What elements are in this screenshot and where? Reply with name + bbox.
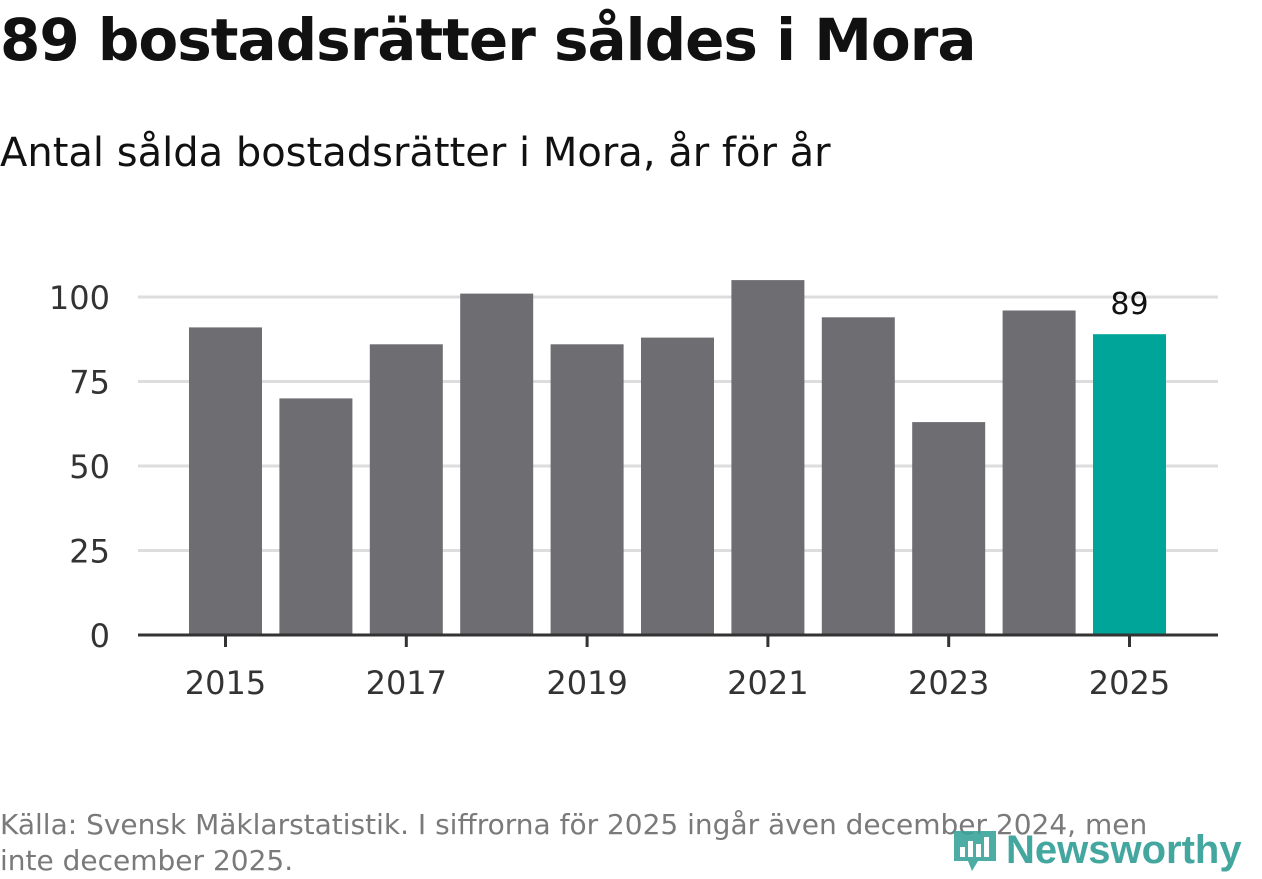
newsworthy-logo-icon [954, 831, 996, 871]
bar-2023 [912, 422, 986, 635]
x-tick-label-2015: 2015 [185, 664, 266, 702]
bar-2020 [641, 337, 714, 635]
x-tick-label-2017: 2017 [366, 664, 447, 702]
bar-2024 [1002, 310, 1076, 635]
bars [189, 280, 1166, 635]
y-tick-label-25: 25 [69, 533, 110, 571]
bar-2022 [821, 317, 895, 635]
y-tick-label-0: 0 [90, 617, 110, 655]
y-tick-label-50: 50 [69, 448, 110, 486]
newsworthy-logo-text: Newsworthy [1006, 827, 1242, 872]
x-tick-label-2021: 2021 [727, 664, 808, 702]
data-labels: 89 [1110, 287, 1148, 322]
bar-2025 [1093, 334, 1166, 635]
y-tick-label-100: 100 [49, 279, 110, 317]
chart-subtitle: Antal sålda bostadsrätter i Mora, år för… [0, 130, 831, 176]
bar-2018 [460, 293, 534, 635]
x-axis-ticks: 2015 2017 2019 2021 2023 2025 [185, 635, 1170, 702]
bar-2017 [369, 344, 443, 635]
newsworthy-logo: Newsworthy [950, 822, 1242, 878]
bar-2019 [550, 344, 624, 635]
x-tick-label-2023: 2023 [908, 664, 989, 702]
bar-2015 [189, 327, 262, 635]
bar-2016 [279, 398, 353, 635]
data-label-2025: 89 [1110, 287, 1148, 322]
x-tick-label-2019: 2019 [546, 664, 627, 702]
y-tick-label-75: 75 [69, 364, 110, 402]
source-footnote: Källa: Svensk Mäklarstatistik. I siffror… [0, 808, 1148, 877]
x-tick-label-2025: 2025 [1089, 664, 1170, 702]
y-axis-ticks: 0 25 50 75 100 [49, 279, 110, 655]
chart-title: 89 bostadsrätter såldes i Mora [0, 6, 977, 74]
bar-2021 [731, 280, 805, 635]
